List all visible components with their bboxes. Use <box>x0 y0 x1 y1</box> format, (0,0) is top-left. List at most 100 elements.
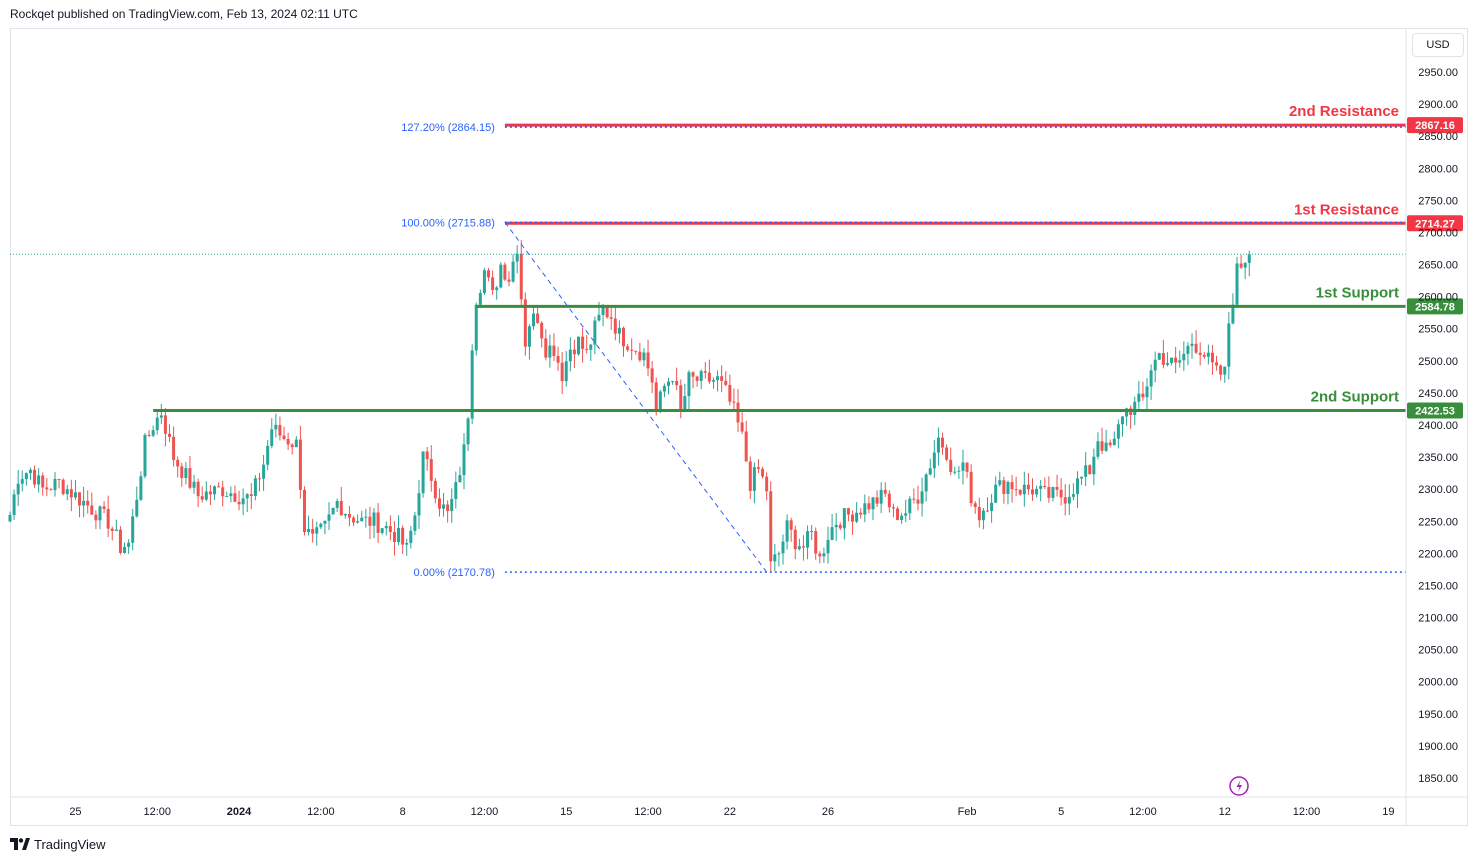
candle-body <box>998 480 1002 485</box>
candle-body <box>270 429 274 446</box>
candle-body <box>437 498 441 509</box>
lightning-icon[interactable] <box>1229 776 1249 796</box>
candle-body <box>1002 480 1006 494</box>
candle-body <box>16 483 20 495</box>
candle-body <box>1149 370 1153 387</box>
candle-body <box>912 498 916 500</box>
candle-body <box>450 498 454 512</box>
candle-body <box>433 480 437 499</box>
candle-body <box>879 489 883 504</box>
candle-body <box>33 469 37 485</box>
candle-body <box>1178 360 1182 363</box>
candle-body <box>327 514 331 521</box>
candle-body <box>347 513 351 518</box>
candle-body <box>916 499 920 504</box>
candle-body <box>1165 362 1169 365</box>
currency-button[interactable]: USD <box>1412 33 1464 57</box>
candle-body <box>1202 354 1206 357</box>
candle-body <box>159 415 163 418</box>
candle-body <box>245 494 249 499</box>
candle-body <box>352 517 356 523</box>
candle-body <box>957 470 961 472</box>
candle-body <box>1206 352 1210 357</box>
candle-body <box>662 385 666 392</box>
candle-body <box>572 349 576 355</box>
candle-body <box>1157 353 1161 360</box>
fib-trend-line <box>504 221 768 573</box>
time-tick-label: 19 <box>1382 806 1394 818</box>
candle-body <box>61 479 65 495</box>
price-tick-label: 2500.00 <box>1418 356 1458 368</box>
candle-body <box>131 516 135 543</box>
candle-body <box>41 475 45 488</box>
candle-body <box>1223 366 1227 375</box>
candle-body <box>814 531 818 554</box>
candle-body <box>654 382 658 412</box>
time-tick-label: 25 <box>69 806 81 818</box>
price-tick-label: 2200.00 <box>1418 548 1458 560</box>
candle-body <box>1006 482 1010 494</box>
candle-body <box>1239 263 1243 268</box>
candle-body <box>82 500 86 506</box>
candle-body <box>740 422 744 432</box>
candle-body <box>478 293 482 305</box>
time-tick-label: 5 <box>1058 806 1064 818</box>
candle-body <box>307 528 311 533</box>
candle-body <box>511 261 515 282</box>
candle-body <box>630 349 634 351</box>
candle-body <box>196 481 200 497</box>
candle-body <box>838 524 842 529</box>
candle-body <box>699 371 703 381</box>
candle-body <box>1145 386 1149 398</box>
candle-body <box>679 385 683 410</box>
candle-body <box>703 371 707 373</box>
candle-body <box>57 478 61 480</box>
candle-body <box>1059 489 1063 498</box>
time-tick-label: 15 <box>560 806 572 818</box>
candle-body <box>98 506 102 521</box>
candle-body <box>658 391 662 412</box>
candle-body <box>1022 484 1026 495</box>
time-axis: 25 12:00 2024 12:00 8 12:00 15 12:00 22 26 Feb 5 12:… <box>10 796 1468 818</box>
candle-body <box>818 553 822 557</box>
resistance-label: 1st Resistance <box>1294 201 1399 218</box>
candle-body <box>973 503 977 508</box>
candle-body <box>761 468 765 477</box>
candle-body <box>1116 424 1120 439</box>
candle-body <box>8 515 12 522</box>
tradingview-logo[interactable]: TradingView <box>10 835 106 853</box>
candle-body <box>204 491 208 500</box>
candle-body <box>127 542 131 547</box>
candle-body <box>1063 497 1067 504</box>
candle-body <box>769 491 773 562</box>
candle-body <box>532 313 536 327</box>
candle-body <box>994 484 998 503</box>
candle-body <box>941 437 945 448</box>
candle-body <box>536 313 540 323</box>
candle-body <box>1210 352 1214 363</box>
candle-body <box>932 452 936 469</box>
candle-body <box>928 468 932 475</box>
candle-body <box>601 306 605 315</box>
candle-body <box>756 467 760 469</box>
candle-body <box>24 473 28 480</box>
candle-body <box>237 501 241 505</box>
candle-body <box>891 507 895 509</box>
candle-body <box>213 486 216 495</box>
time-tick-label: 12:00 <box>307 806 335 818</box>
candle-body <box>229 493 233 497</box>
candle-body <box>1018 490 1022 495</box>
candle-body <box>69 489 73 498</box>
candle-body <box>1067 496 1071 504</box>
price-tick-label: 2350.00 <box>1418 452 1458 464</box>
candle-body <box>642 352 646 361</box>
time-tick-label: 12:00 <box>1129 806 1157 818</box>
candle-body <box>425 451 429 460</box>
candle-body <box>388 526 392 533</box>
candle-body <box>233 493 237 502</box>
candle-body <box>965 462 969 472</box>
candle-body <box>184 468 188 479</box>
chart-frame <box>10 28 1468 826</box>
price-tick-label: 2700.00 <box>1418 227 1458 239</box>
